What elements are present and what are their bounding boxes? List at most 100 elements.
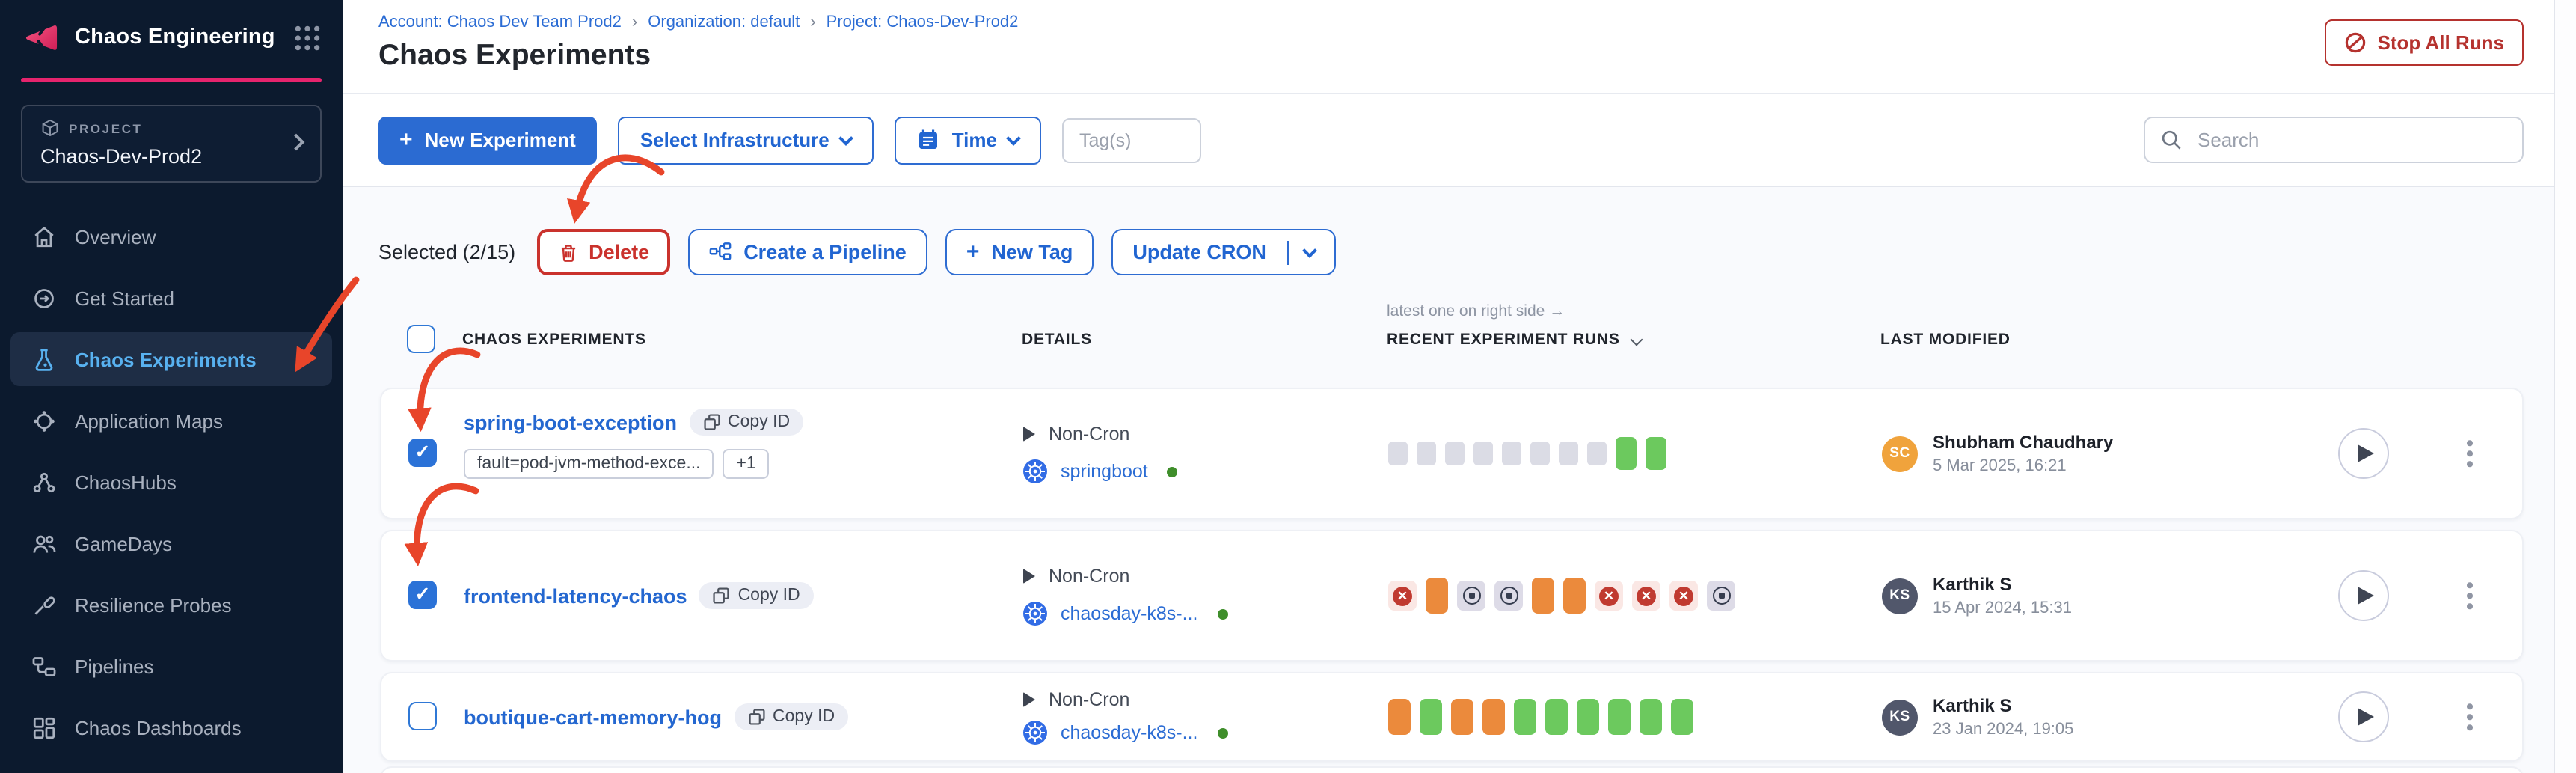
table-header: CHAOS EXPERIMENTS DETAILS RECENT EXPERIM… — [343, 325, 2576, 358]
row-menu-button[interactable] — [2461, 434, 2479, 473]
run-indicator-bar-orange[interactable] — [1451, 699, 1473, 735]
run-indicator-gray[interactable] — [1502, 442, 1521, 465]
row-checkbox[interactable] — [408, 702, 437, 730]
row-checkbox[interactable] — [408, 439, 437, 467]
breadcrumb-account[interactable]: Account: Chaos Dev Team Prod2 — [378, 13, 622, 31]
modified-by-name: Karthik S — [1933, 574, 2012, 595]
breadcrumb-organization[interactable]: Organization: default — [648, 13, 800, 31]
cron-triangle-icon — [1023, 692, 1035, 707]
row-menu-button[interactable] — [2461, 576, 2479, 615]
experiment-name-link[interactable]: boutique-cart-memory-hog — [464, 706, 723, 728]
sidebar-item-get-started[interactable]: Get Started — [10, 271, 332, 325]
infrastructure-link[interactable]: springboot — [1061, 461, 1148, 482]
search-input[interactable] — [2195, 127, 2507, 153]
run-indicator-bar-orange[interactable] — [1388, 699, 1411, 735]
copy-id-button[interactable]: Copy ID — [734, 703, 849, 730]
run-indicator-gray[interactable] — [1559, 442, 1578, 465]
run-indicator-gray[interactable] — [1388, 442, 1408, 465]
infrastructure-link[interactable]: chaosday-k8s-... — [1061, 603, 1198, 624]
new-tag-button[interactable]: + New Tag — [945, 229, 1094, 275]
run-indicator-gray[interactable] — [1473, 442, 1493, 465]
run-indicator-bar-green[interactable] — [1514, 699, 1536, 735]
get-started-icon — [34, 288, 54, 308]
run-indicator-gray[interactable] — [1587, 442, 1607, 465]
copy-icon — [703, 414, 720, 430]
experiment-name-link[interactable]: frontend-latency-chaos — [464, 584, 687, 607]
sidebar-item-overview[interactable]: Overview — [10, 210, 332, 263]
run-indicator-failed[interactable] — [1595, 581, 1623, 611]
run-indicator-failed[interactable] — [1632, 581, 1660, 611]
tags-filter-input[interactable] — [1062, 117, 1202, 162]
cube-icon — [42, 119, 58, 137]
run-indicator-gray[interactable] — [1417, 442, 1436, 465]
search-icon — [2162, 130, 2181, 150]
infrastructure-link[interactable]: chaosday-k8s-... — [1061, 722, 1198, 743]
more-tags-chip[interactable]: +1 — [723, 449, 770, 479]
avatar: SC — [1882, 436, 1918, 471]
experiment-name-link[interactable]: spring-boot-exception — [464, 411, 677, 433]
run-indicator-green[interactable] — [1616, 437, 1637, 470]
time-filter-dropdown[interactable]: Time — [895, 116, 1042, 164]
column-details: DETAILS — [1022, 331, 1092, 349]
cron-type-label: Non-Cron — [1049, 424, 1130, 444]
sidebar-item-pipelines[interactable]: Pipelines — [10, 639, 332, 693]
run-indicator-orange[interactable] — [1426, 578, 1448, 614]
select-infrastructure-dropdown[interactable]: Select Infrastructure — [617, 116, 874, 164]
update-cron-button[interactable]: Update CRON — [1111, 229, 1336, 275]
run-indicator-bar-green[interactable] — [1608, 699, 1631, 735]
run-indicator-orange[interactable] — [1563, 578, 1586, 614]
run-indicator-bar-green[interactable] — [1420, 699, 1442, 735]
run-experiment-button[interactable] — [2338, 570, 2389, 621]
fault-tag-chip[interactable]: fault=pod-jvm-method-exce... — [464, 449, 714, 479]
sidebar-item-resilience-probes[interactable]: Resilience Probes — [10, 578, 332, 632]
run-indicator-stopped[interactable] — [1707, 581, 1735, 611]
table-row-partial — [380, 766, 2524, 773]
copy-id-button[interactable]: Copy ID — [699, 582, 814, 609]
create-pipeline-button[interactable]: Create a Pipeline — [688, 229, 927, 275]
sidebar-item-chaos-experiments[interactable]: Chaos Experiments — [10, 332, 332, 386]
recent-runs-cell — [1388, 699, 1693, 735]
delete-button[interactable]: Delete — [536, 229, 671, 275]
modified-date: 23 Jan 2024, 19:05 — [1933, 721, 2074, 739]
search-box[interactable] — [2144, 117, 2524, 163]
chaos-engineering-logo-icon — [25, 23, 58, 52]
run-indicator-stopped[interactable] — [1494, 581, 1523, 611]
run-indicator-gray[interactable] — [1530, 442, 1550, 465]
run-indicator-stopped[interactable] — [1457, 581, 1485, 611]
select-all-checkbox[interactable] — [407, 325, 435, 353]
row-menu-button[interactable] — [2461, 697, 2479, 736]
run-experiment-button[interactable] — [2338, 428, 2389, 479]
stop-all-runs-button[interactable]: Stop All Runs — [2325, 19, 2524, 66]
run-indicator-failed[interactable] — [1388, 581, 1417, 611]
sidebar-item-gamedays[interactable]: GameDays — [10, 516, 332, 570]
run-indicator-bar-green[interactable] — [1640, 699, 1662, 735]
scrollbar-gutter[interactable] — [2554, 0, 2576, 773]
run-indicator-failed[interactable] — [1669, 581, 1698, 611]
sidebar-item-chaoshubs[interactable]: ChaosHubs — [10, 455, 332, 509]
sidebar-item-application-maps[interactable]: Application Maps — [10, 394, 332, 447]
run-indicator-orange[interactable] — [1532, 578, 1554, 614]
run-indicator-bar-green[interactable] — [1545, 699, 1568, 735]
app-grid-icon[interactable] — [293, 23, 322, 52]
copy-id-button[interactable]: Copy ID — [689, 409, 804, 436]
column-last-modified: LAST MODIFIED — [1880, 331, 2011, 349]
run-indicator-gray[interactable] — [1445, 442, 1465, 465]
new-experiment-button[interactable]: + New Experiment — [378, 116, 597, 164]
run-indicator-bar-orange[interactable] — [1482, 699, 1505, 735]
run-experiment-button[interactable] — [2338, 691, 2389, 742]
row-checkbox[interactable] — [408, 581, 437, 609]
sidebar-item-chaos-dashboards[interactable]: Chaos Dashboards — [10, 700, 332, 754]
copy-icon — [714, 587, 730, 604]
brand-header: Chaos Engineering — [0, 0, 343, 72]
modified-by-name: Shubham Chaudhary — [1933, 432, 2114, 453]
breadcrumb-separator: › — [810, 13, 816, 31]
project-selector[interactable]: PROJECT Chaos-Dev-Prod2 — [21, 105, 322, 183]
sidebar: Chaos Engineering PROJECT Chaos-Dev-Prod… — [0, 0, 343, 773]
run-indicator-bar-green[interactable] — [1577, 699, 1599, 735]
run-indicator-bar-green[interactable] — [1671, 699, 1693, 735]
breadcrumb-project[interactable]: Project: Chaos-Dev-Prod2 — [826, 13, 1019, 31]
last-modified-cell: KS Karthik S 23 Jan 2024, 19:05 — [1882, 695, 2073, 739]
run-indicator-green[interactable] — [1646, 437, 1666, 470]
column-recent-runs[interactable]: RECENT EXPERIMENT RUNS — [1387, 331, 1643, 349]
